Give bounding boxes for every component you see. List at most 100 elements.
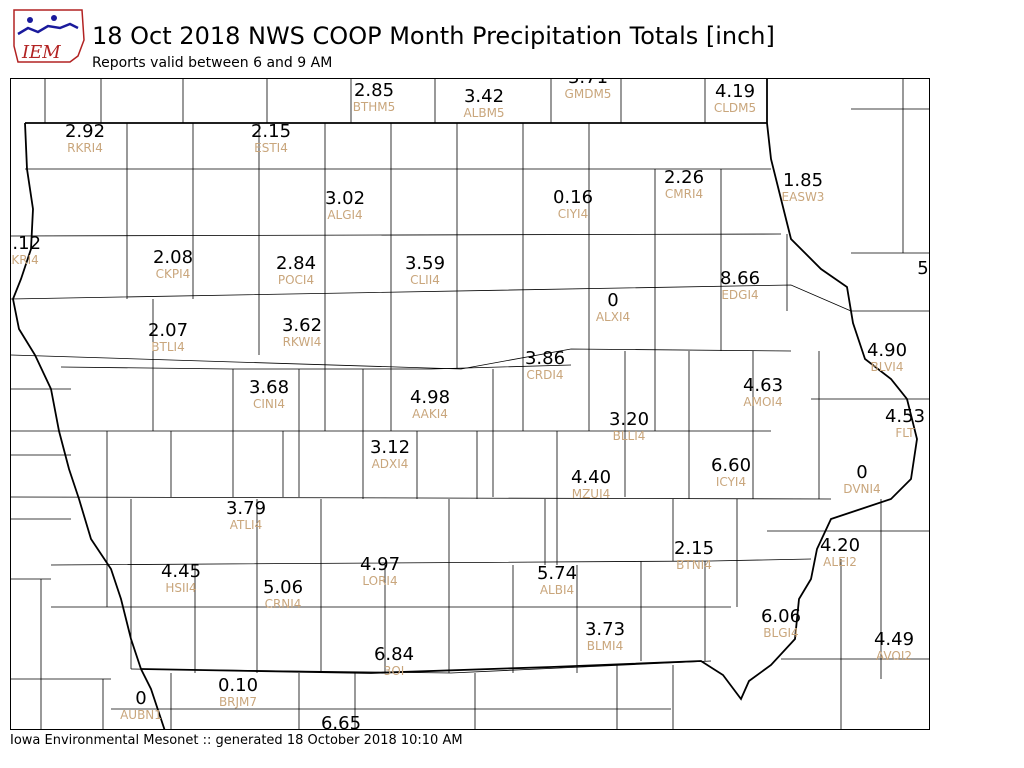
station-id: ALBI4	[540, 583, 574, 597]
station-id: ATLI4	[230, 518, 262, 532]
station-value: 3.12	[370, 437, 410, 458]
station-value: 3.71	[568, 79, 608, 88]
station-id: AAKI4	[412, 407, 448, 421]
station-id: DVNI4	[843, 482, 880, 496]
station-id: CLDM5	[714, 101, 756, 115]
station-value: 0	[135, 688, 146, 709]
station-id: EDGI4	[721, 288, 758, 302]
station-id: ADXI4	[372, 457, 409, 471]
station-id: AMOI4	[743, 395, 782, 409]
station-id: RKRI4	[67, 141, 103, 155]
station-value: 4.49	[874, 629, 914, 650]
station-id: CRDI4	[526, 368, 563, 382]
station-value: 2.15	[251, 121, 291, 142]
station-id: ALXI4	[596, 310, 630, 324]
station-id: CIYI4	[558, 207, 588, 221]
station-id: GMDM5	[565, 87, 612, 101]
station-value: 5.06	[263, 577, 303, 598]
station-id: AUBN1	[120, 708, 162, 722]
station-id: CMRI4	[665, 187, 703, 201]
station-value: 5.74	[537, 563, 577, 584]
station-value: 3.62	[282, 315, 322, 336]
footer-credit: Iowa Environmental Mesonet :: generated …	[10, 733, 463, 748]
station-value: 0.10	[218, 675, 258, 696]
station-id: CLII4	[410, 273, 440, 287]
station-id: FLT	[895, 426, 915, 440]
station-value: 2.92	[65, 121, 105, 142]
station-id: BLMI4	[587, 639, 623, 653]
county-boundaries	[11, 79, 929, 729]
station-value: 2.84	[276, 253, 316, 274]
station-id: BLVI4	[871, 360, 904, 374]
station-id: BTLI4	[151, 340, 184, 354]
station-value: 4.63	[743, 375, 783, 396]
station-value: 4.20	[820, 535, 860, 556]
station-id: LORI4	[362, 574, 397, 588]
station-id: ALEI2	[823, 555, 857, 569]
station-value: 4.90	[867, 340, 907, 361]
svg-text:IEM: IEM	[21, 42, 61, 63]
station-value: 2.12	[11, 233, 41, 254]
station-value: 4.45	[161, 561, 201, 582]
station-id: AKRI4	[11, 253, 39, 267]
station-value: 2.26	[664, 167, 704, 188]
station-id: EASW3	[782, 190, 825, 204]
station-value: 4.53	[885, 406, 925, 427]
station-value: 0	[856, 462, 867, 483]
station-value: 3.59	[405, 253, 445, 274]
station-id: CKPI4	[156, 267, 191, 281]
station-value: 2.08	[153, 247, 193, 268]
station-id: ALGI4	[327, 208, 362, 222]
station-id: MZUI4	[572, 487, 611, 501]
station-value: 4.97	[360, 554, 400, 575]
station-id: ALBM5	[463, 106, 504, 120]
station-marker: 5	[917, 258, 928, 279]
station-value: 1.85	[783, 170, 823, 191]
station-value: 6.65	[321, 713, 361, 730]
station-value: 6.06	[761, 606, 801, 627]
station-value: 3.86	[525, 348, 565, 369]
station-id: BTHM5	[353, 100, 396, 114]
station-id: BRJM7	[219, 695, 257, 709]
station-id: POCI4	[278, 273, 314, 287]
station-value: 6.60	[711, 455, 751, 476]
station-id: 3OI	[384, 664, 405, 678]
station-value: 3.20	[609, 409, 649, 430]
station-id: ICYI4	[716, 475, 746, 489]
station-id: CRNI4	[265, 597, 302, 611]
state-boundaries	[12, 79, 918, 729]
station-value: 3.02	[325, 188, 365, 209]
station-value: 4.98	[410, 387, 450, 408]
station-value: 4.40	[571, 467, 611, 488]
station-id: BLLI4	[613, 429, 646, 443]
station-value: 4.19	[715, 81, 755, 102]
